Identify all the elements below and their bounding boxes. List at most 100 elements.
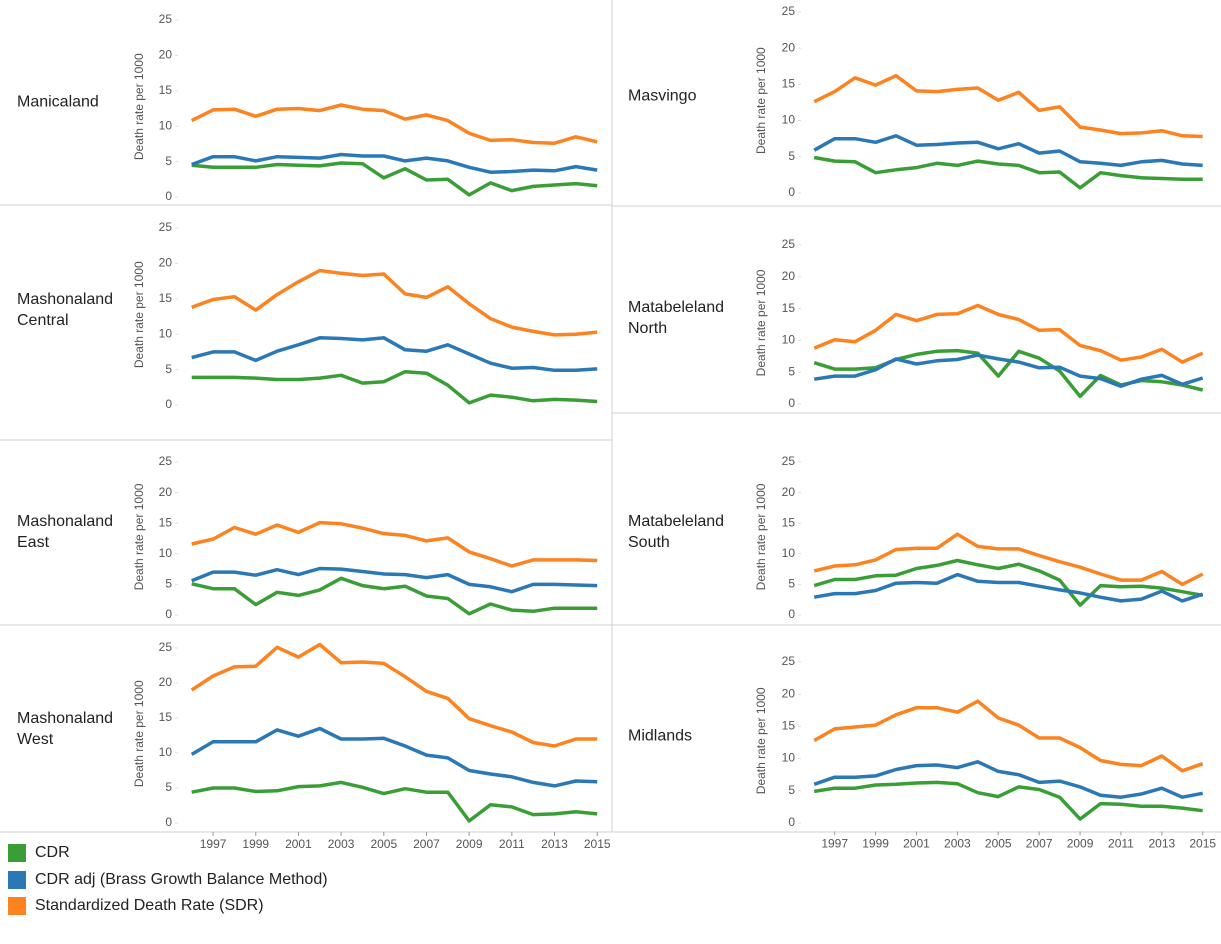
y-axis-label: Death rate per 1000 (132, 483, 146, 590)
x-tick-label: 2009 (1067, 837, 1094, 851)
legend-label: CDR (35, 844, 70, 861)
y-tick-label: 15 (159, 515, 173, 529)
y-tick-label: 5 (788, 364, 795, 378)
x-tick-label: 2007 (413, 837, 440, 851)
series-line (191, 520, 598, 568)
series-line (813, 134, 1203, 168)
x-tick-label: 2005 (985, 837, 1012, 851)
y-tick-label: 0 (165, 607, 172, 621)
panel-title: Matabeleland North (628, 298, 725, 337)
y-tick-label: 10 (782, 546, 796, 560)
y-tick-label: 15 (782, 719, 796, 733)
y-tick-label: 20 (159, 485, 173, 499)
panel-title: Manicaland (17, 93, 99, 111)
y-tick-label: 25 (159, 12, 173, 26)
panel-title: Matabeleland South (628, 512, 725, 551)
series-line (813, 760, 1204, 799)
y-tick-label: 5 (165, 362, 172, 376)
legend-swatch (8, 844, 26, 862)
y-tick-label: 15 (159, 291, 173, 305)
series-line (191, 336, 598, 373)
y-tick-label: 0 (788, 185, 795, 199)
x-tick-label: 2011 (1108, 837, 1134, 851)
y-tick-label: 25 (159, 220, 173, 234)
y-tick-label: 10 (782, 751, 796, 765)
y-tick-label: 15 (782, 77, 796, 91)
panel-title: Masvingo (628, 87, 697, 105)
y-tick-label: 25 (782, 654, 796, 668)
y-tick-label: 10 (159, 745, 173, 759)
y-tick-label: 20 (782, 269, 796, 283)
series-line (191, 780, 598, 823)
y-tick-label: 20 (159, 675, 173, 689)
y-tick-label: 15 (782, 301, 796, 315)
y-tick-label: 0 (165, 397, 172, 411)
y-tick-label: 25 (782, 454, 796, 468)
y-tick-label: 20 (159, 48, 173, 62)
y-tick-label: 0 (788, 607, 795, 621)
y-tick-label: 10 (159, 546, 173, 560)
x-tick-label: 2013 (1148, 837, 1175, 851)
series-line (813, 73, 1203, 139)
y-tick-label: 0 (788, 815, 795, 829)
y-tick-label: 10 (782, 333, 796, 347)
y-tick-label: 10 (159, 118, 173, 132)
y-tick-label: 5 (788, 577, 795, 591)
x-tick-label: 2001 (285, 837, 312, 851)
panel-title: Mashonaland West (17, 709, 114, 748)
y-tick-label: 10 (159, 326, 173, 340)
legend-entry: Standardized Death Rate (SDR) (8, 897, 264, 915)
x-tick-label: 1997 (200, 837, 227, 851)
y-tick-label: 25 (159, 640, 173, 654)
series-line (191, 161, 598, 197)
y-tick-label: 5 (165, 577, 172, 591)
legend-label: Standardized Death Rate (SDR) (35, 897, 264, 914)
panel-title: Mashonaland East (17, 512, 114, 551)
y-tick-label: 20 (782, 686, 796, 700)
legend-entry: CDR adj (Brass Growth Balance Method) (8, 870, 328, 889)
y-tick-label: 10 (782, 113, 796, 127)
y-axis-label: Death rate per 1000 (754, 687, 768, 794)
y-axis-label: Death rate per 1000 (754, 47, 768, 154)
y-axis-label: Death rate per 1000 (754, 269, 768, 376)
y-axis-label: Death rate per 1000 (132, 53, 146, 160)
y-tick-label: 0 (165, 815, 172, 829)
series-line (813, 572, 1204, 603)
legend-swatch (8, 870, 26, 889)
legend-label: CDR adj (Brass Growth Balance Method) (35, 870, 328, 888)
x-tick-label: 2013 (541, 837, 568, 851)
y-axis-label: Death rate per 1000 (132, 261, 146, 368)
y-tick-label: 25 (782, 237, 796, 251)
x-tick-label: 2001 (903, 837, 930, 851)
y-tick-label: 5 (165, 780, 172, 794)
series-line (813, 155, 1203, 190)
series-line (190, 726, 598, 788)
x-tick-label: 2003 (944, 837, 971, 851)
y-tick-label: 5 (165, 154, 172, 168)
y-tick-label: 25 (159, 454, 173, 468)
x-tick-label: 1999 (862, 837, 889, 851)
y-tick-label: 15 (159, 83, 173, 97)
x-tick-label: 1999 (242, 837, 269, 851)
y-tick-label: 15 (782, 515, 796, 529)
series-line (190, 103, 598, 145)
y-tick-label: 0 (788, 396, 795, 410)
y-tick-label: 25 (782, 4, 796, 18)
series-line (191, 369, 598, 405)
x-tick-label: 2007 (1026, 837, 1053, 851)
series-line (813, 353, 1204, 388)
series-line (191, 576, 598, 616)
series-line (190, 642, 598, 748)
y-tick-label: 20 (782, 40, 796, 54)
series-line (813, 699, 1204, 773)
series-line (191, 152, 598, 174)
y-axis-label: Death rate per 1000 (754, 483, 768, 590)
series-line (813, 558, 1204, 607)
x-tick-label: 2005 (370, 837, 397, 851)
y-tick-label: 5 (788, 149, 795, 163)
series-line (813, 780, 1203, 821)
y-tick-label: 20 (782, 485, 796, 499)
panel-title: Mashonaland Central (17, 290, 114, 329)
